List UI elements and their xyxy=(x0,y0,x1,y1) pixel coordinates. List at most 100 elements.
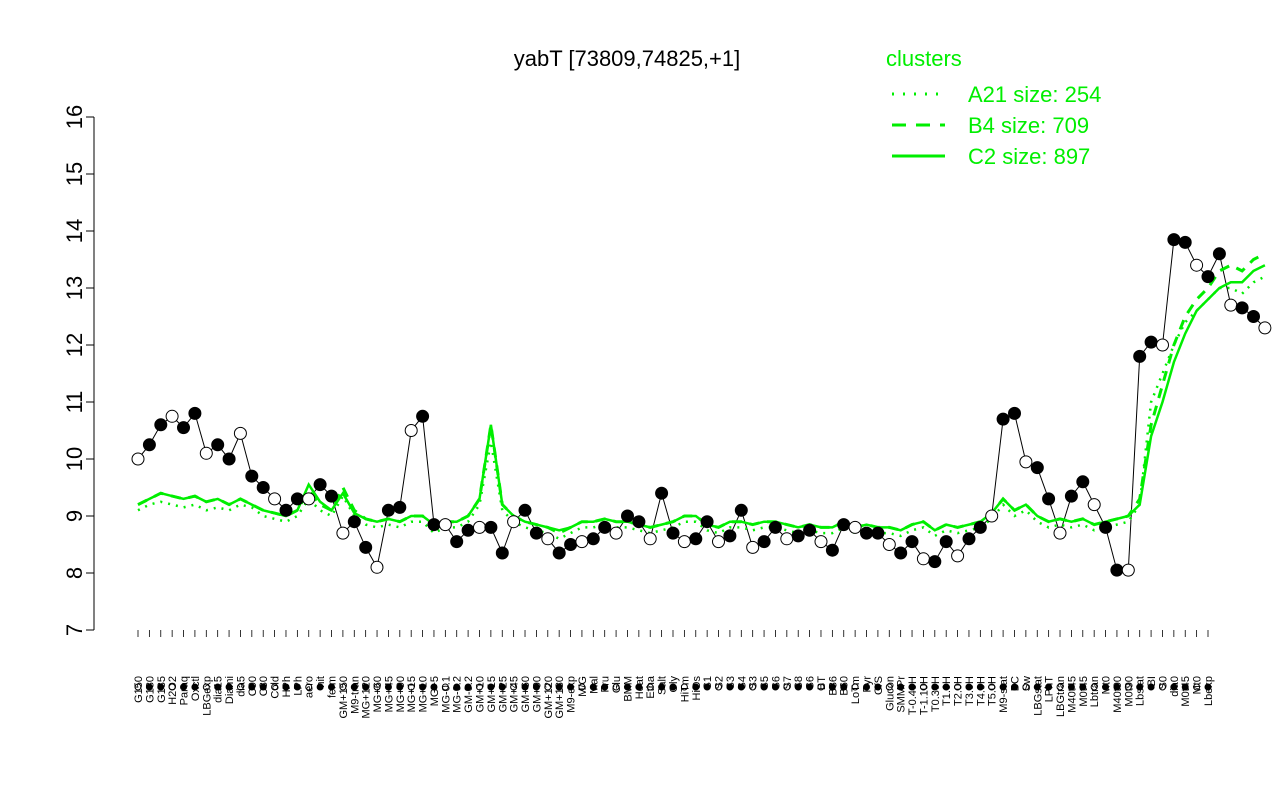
data-point xyxy=(586,532,600,546)
x-rug-marker xyxy=(703,683,711,691)
data-point xyxy=(211,438,225,452)
x-rug-marker xyxy=(384,683,392,691)
data-point xyxy=(655,486,669,500)
x-rug-marker xyxy=(601,683,609,691)
x-axis: G150 G180 G135 H2O2 Paraq Oxctl LBGexp dia15 Dia… xyxy=(133,630,1215,719)
x-tick-label: T-1.10H xyxy=(918,676,930,715)
data-point xyxy=(768,520,782,534)
data-point xyxy=(951,549,965,563)
x-rug-marker xyxy=(225,683,233,691)
data-point xyxy=(552,546,566,560)
data-point xyxy=(507,515,521,529)
x-rug-marker xyxy=(293,683,301,691)
x-tick-label: M/G xyxy=(577,676,589,697)
data-point xyxy=(233,426,247,440)
data-point xyxy=(1110,563,1124,577)
data-point xyxy=(302,492,316,506)
data-point xyxy=(1008,406,1021,420)
data-point xyxy=(142,438,156,452)
x-tick-label: Glucon xyxy=(884,676,896,711)
x-tick-label: GM+180 xyxy=(554,676,566,719)
x-rug-marker xyxy=(180,683,188,691)
x-rug-marker xyxy=(885,683,893,691)
x-tick-label: GM-0.2 xyxy=(463,676,475,713)
x-rug-marker xyxy=(999,683,1007,691)
x-rug-marker xyxy=(453,683,461,691)
x-rug-marker xyxy=(373,683,381,691)
data-point xyxy=(803,523,817,537)
x-tick-label: BT xyxy=(816,676,828,690)
data-point xyxy=(438,518,452,532)
data-point xyxy=(734,503,748,517)
x-rug-marker xyxy=(828,683,836,691)
data-point xyxy=(450,535,464,549)
chart-title: yabT [73809,74825,+1] xyxy=(514,46,741,71)
x-rug-marker xyxy=(1102,683,1110,691)
data-point xyxy=(860,526,873,540)
legend: clusters A21 size: 254 B4 size: 709 C2 siz… xyxy=(886,46,1101,169)
x-tick-label: MG+60 xyxy=(372,676,384,712)
data-point xyxy=(1167,233,1181,247)
x-tick-label: Oxctl xyxy=(190,676,202,701)
x-tick-label: GM+120 xyxy=(543,676,555,719)
x-tick-label: Mal xyxy=(588,676,600,694)
data-point xyxy=(962,532,976,546)
x-rug-marker xyxy=(954,683,962,691)
x-rug-marker xyxy=(806,683,814,691)
x-rug-marker xyxy=(1056,683,1064,691)
series-line-a21 xyxy=(137,275,1266,541)
data-point xyxy=(1224,298,1238,312)
x-rug-marker xyxy=(214,683,222,691)
data-point xyxy=(928,555,942,569)
x-tick-label: Etha xyxy=(645,675,657,699)
x-tick-label: GM+90 xyxy=(531,676,543,712)
data-point xyxy=(1042,492,1056,506)
x-tick-label: T-0.40H xyxy=(907,676,919,715)
x-tick-label: S6 xyxy=(805,676,817,689)
data-point xyxy=(279,503,293,517)
legend-entries: A21 size: 254 B4 size: 709 C2 size: 897 xyxy=(892,82,1101,169)
x-tick-label: T1.0H xyxy=(941,676,953,706)
x-tick-label: Diami xyxy=(224,676,236,704)
x-tick-label: GM+60 xyxy=(520,676,532,712)
x-tick-label: dia0 xyxy=(1169,676,1181,697)
data-point xyxy=(609,526,623,540)
x-rug-marker xyxy=(988,683,996,691)
x-rug-marker xyxy=(840,683,848,691)
x-rug-marker xyxy=(248,683,256,691)
x-tick-label: S3 xyxy=(748,676,760,689)
x-rug-marker xyxy=(1079,683,1087,691)
x-tick-label: T3.0H xyxy=(964,676,976,706)
y-axis: 7 8 9 10 11 12 13 14 15 16 xyxy=(62,105,95,636)
x-tick-label: Fru xyxy=(600,676,612,693)
x-rug-marker xyxy=(145,683,153,691)
data-point xyxy=(359,540,373,554)
x-rug-marker xyxy=(339,683,347,691)
y-tick-label: 12 xyxy=(62,333,87,357)
x-tick-label: M9-tran xyxy=(349,676,361,714)
y-tick-label: 16 xyxy=(62,105,87,129)
data-point xyxy=(814,535,828,549)
data-point xyxy=(598,520,612,534)
x-tick-label: Gly xyxy=(668,676,680,693)
x-rug-marker xyxy=(1158,683,1166,691)
data-point xyxy=(461,523,475,537)
x-tick-label: MG+5 xyxy=(429,676,441,706)
x-rug-marker xyxy=(1067,683,1075,691)
x-rug-marker xyxy=(510,683,518,691)
x-tick-label: MG+90 xyxy=(395,676,407,712)
data-point xyxy=(723,529,737,543)
x-tick-label: M0t90 xyxy=(1123,676,1135,707)
x-rug-marker xyxy=(976,683,984,691)
data-point xyxy=(154,418,168,432)
data-point xyxy=(188,406,202,420)
data-point xyxy=(848,520,862,534)
y-tick-label: 11 xyxy=(62,391,87,414)
data-point xyxy=(370,560,384,574)
x-rug-marker xyxy=(328,683,336,691)
y-tick-label: 10 xyxy=(62,447,87,471)
x-tick-label: Lbexp xyxy=(1203,676,1215,706)
x-tick-label: GM+15 xyxy=(486,676,498,712)
